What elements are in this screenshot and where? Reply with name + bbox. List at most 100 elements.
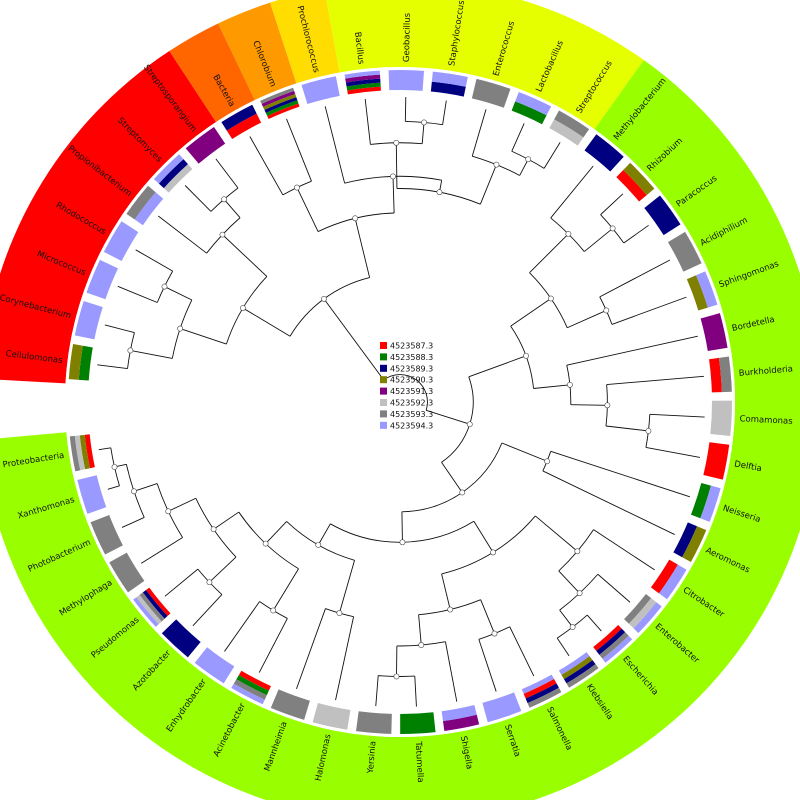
internal-node [393,139,400,146]
branch-line [550,165,594,219]
abundance-bar-acidiphilium [667,231,702,272]
internal-node [206,579,213,586]
bar-segment [658,564,687,600]
internal-node [352,215,359,222]
bar-segment [231,683,265,705]
abundance-bar-rhizobium [616,162,655,202]
bar-segment [718,356,732,393]
bar-segment [700,313,728,351]
branch-line [184,185,212,212]
internal-node [127,347,134,354]
bar-segment [68,344,83,380]
branch-line [421,122,425,144]
bar-segment [347,86,381,95]
bar-segment [236,675,269,696]
leaf-label: Bacillus [352,31,366,65]
abundance-bar-klebsiella [558,652,599,688]
bar-segment [221,104,257,131]
bar-segment [77,475,107,514]
internal-node [576,590,583,597]
branch-line [586,614,602,632]
branch-line [468,355,527,378]
internal-node [491,630,498,637]
leaf-label: Comamonas [739,414,793,427]
internal-node [544,458,551,465]
abundance-bar-delftia [703,442,730,480]
internal-node [421,119,427,126]
internal-node [219,231,226,238]
abundance-bar-yersinia [356,711,392,734]
bar-segment [103,221,139,261]
branch-line [286,118,312,182]
branch-line [471,109,487,157]
legend-item: 4523588.3 [380,353,433,362]
abundance-bar-enterobacter [624,594,662,634]
bar-segment [700,485,721,522]
internal-node [436,189,443,196]
internal-node [177,325,184,332]
bar-segment [260,87,295,104]
internal-node [210,526,217,533]
abundance-bar-enhydrobacter [194,647,235,684]
branch-line [224,601,260,652]
bar-segment [682,526,707,563]
bar-segment [79,434,90,470]
bar-segment [549,119,584,146]
branch-line [584,228,613,252]
abundance-bar-paracoccus [644,195,681,236]
branch-line [558,570,580,594]
bar-segment [90,514,123,555]
abundance-bar-lactobacillus [511,91,552,125]
branch-line [533,384,570,389]
leaf-label: Tatumella [413,740,425,783]
branch-line [501,442,548,462]
leaf-label: Yersinia [366,741,379,775]
bar-segment [616,169,647,202]
abundance-bar-aeromonas [673,522,707,563]
bar-segment [633,602,662,634]
branch-line [570,404,608,406]
abundance-bar-xanthomonas [77,475,107,514]
internal-node [569,624,576,630]
branch-line [140,537,183,564]
bar-segment [69,435,81,472]
abundance-bar-rhodococcus [103,221,139,261]
legend-label: 4523589.3 [390,364,433,373]
abundance-bar-salmonella [521,674,562,708]
branch-line [559,609,573,628]
bar-segment [599,632,629,659]
bar-segment [233,679,267,700]
branch-line [168,497,197,512]
branch-line [317,523,331,546]
bar-segment [511,101,547,125]
internal-node [131,488,137,495]
abundance-bar-citrobacter [650,559,687,600]
bar-segment [431,71,468,87]
bar-segment [400,712,436,734]
abundance-bar-sphingomonas [686,271,718,311]
abundance-bar-prochlorococcus [301,76,340,105]
abundance-bar-pseudomonas [133,587,171,627]
branch-line [338,560,355,614]
branch-line [606,375,704,386]
branch-line [395,142,398,189]
legend-item: 4523589.3 [380,364,433,373]
internal-node [523,352,529,359]
branch-line [543,142,561,169]
branch-line [265,521,287,544]
branch-line [296,608,326,690]
bar-segment [441,705,477,722]
bar-segment [527,687,562,708]
legend-label: 4523588.3 [390,353,433,362]
abundance-bar-comamonas [710,400,732,437]
branch-line [645,446,701,458]
bar-segment [267,103,300,120]
branch-line [135,249,173,272]
internal-node [447,606,454,613]
internal-node [565,231,572,237]
branch-line [556,637,570,657]
bar-segment [515,91,552,116]
legend-swatch [380,421,387,429]
branch-line [107,485,120,490]
